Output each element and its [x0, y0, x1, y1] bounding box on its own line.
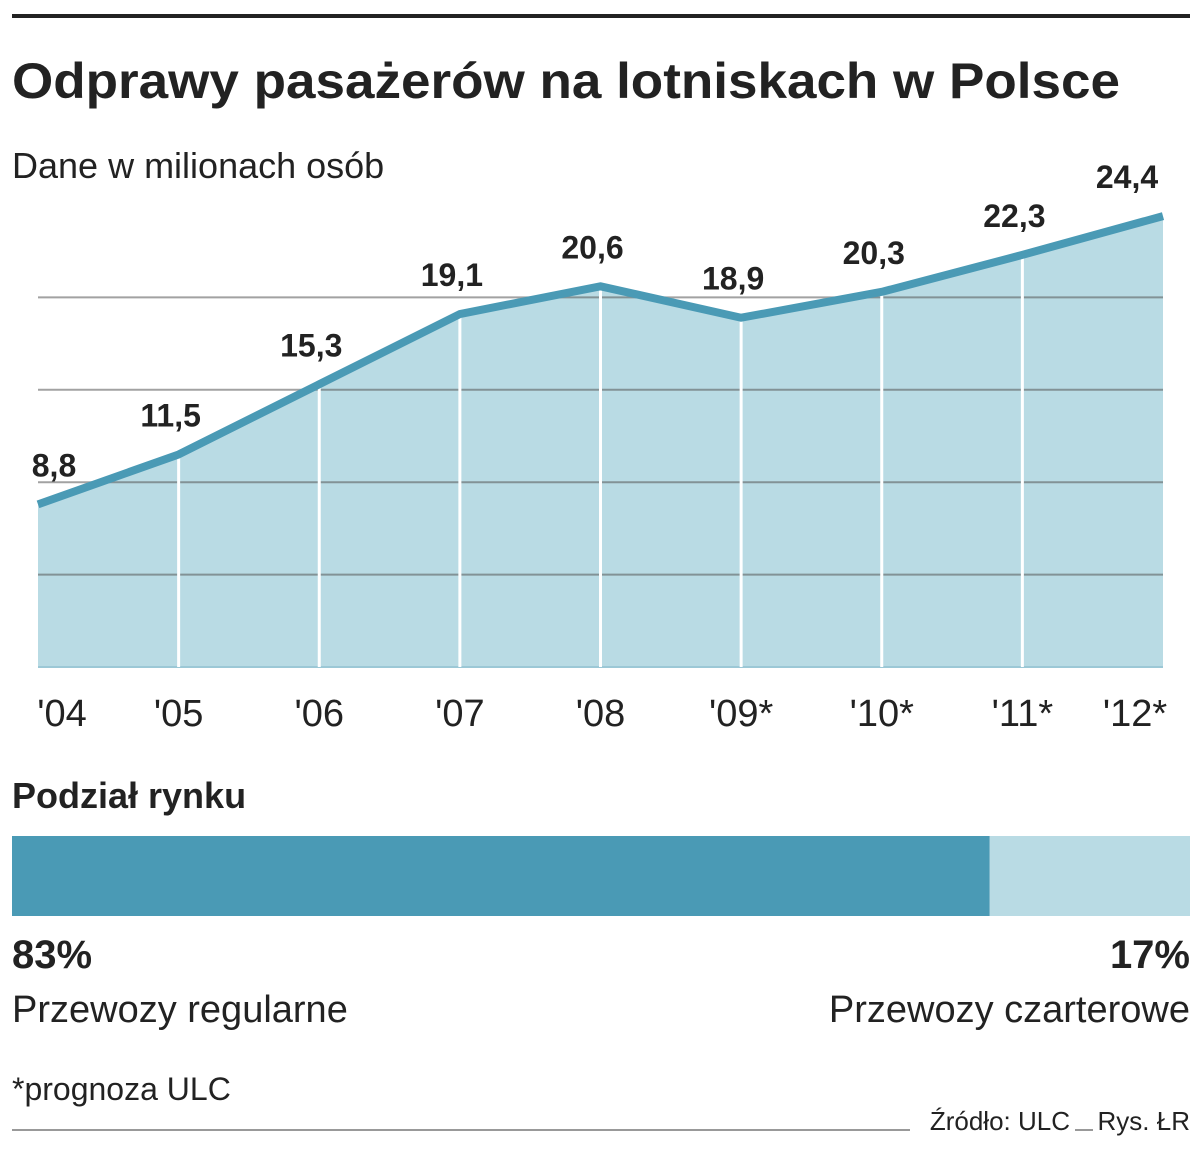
data-label: 19,1: [421, 257, 483, 293]
credit: Rys. ŁR: [1098, 1106, 1190, 1136]
x-tick-label: '04: [37, 693, 87, 735]
x-tick-label: '10*: [850, 693, 915, 735]
x-tick-label: '12*: [1103, 693, 1168, 735]
source: Źródło: ULC: [930, 1106, 1070, 1136]
data-label: 17%: [1110, 933, 1190, 977]
chart-subtitle: Dane w milionach osób: [12, 145, 384, 186]
data-label: 18,9: [702, 261, 764, 297]
section-title: Podział rynku: [12, 775, 246, 816]
footnote: *prognoza ULC: [12, 1071, 231, 1107]
bar-segment: [12, 836, 990, 916]
x-tick-label: '05: [154, 693, 204, 735]
data-label: 83%: [12, 933, 92, 977]
data-label: 24,4: [1096, 159, 1158, 195]
legend-label: Przewozy regularne: [12, 989, 348, 1031]
x-tick-label: '07: [435, 693, 485, 735]
data-label: 8,8: [32, 447, 76, 483]
data-label: 20,3: [843, 235, 905, 271]
line: [36, 212, 1165, 509]
chart-title: Odprawy pasażerów na lotniskach w Polsce: [12, 53, 1120, 109]
bar-segment: [989, 836, 1190, 916]
data-label: 20,6: [561, 229, 623, 265]
data-label: 15,3: [280, 327, 342, 363]
x-tick-label: '06: [294, 693, 344, 735]
x-tick-label: '09*: [709, 693, 774, 735]
legend-label: Przewozy czarterowe: [829, 989, 1190, 1031]
data-label: 22,3: [983, 198, 1045, 234]
x-tick-label: '11*: [992, 693, 1054, 735]
data-label: 11,5: [140, 397, 201, 433]
x-tick-label: '08: [576, 693, 626, 735]
